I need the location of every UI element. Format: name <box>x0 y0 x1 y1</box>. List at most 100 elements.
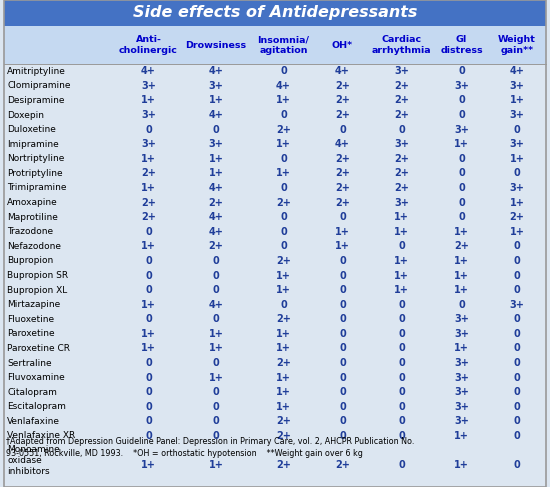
Text: 3+: 3+ <box>509 183 524 193</box>
Text: 2+: 2+ <box>335 198 350 207</box>
Text: 1+: 1+ <box>394 270 409 281</box>
Bar <box>4 0 546 26</box>
Text: 0: 0 <box>145 314 152 324</box>
Text: 3+: 3+ <box>509 139 524 149</box>
Text: Protriptyline: Protriptyline <box>7 169 63 178</box>
Text: 0: 0 <box>339 416 346 426</box>
Text: Desipramine: Desipramine <box>7 96 64 105</box>
Text: 0: 0 <box>514 242 520 251</box>
Text: 3+: 3+ <box>509 81 524 91</box>
Text: Anti-
cholinergic: Anti- cholinergic <box>119 35 178 55</box>
Text: 3+: 3+ <box>454 402 469 412</box>
Text: 2+: 2+ <box>335 110 350 120</box>
Text: 0: 0 <box>212 270 219 281</box>
Text: 1+: 1+ <box>141 242 156 251</box>
Text: 4+: 4+ <box>208 227 223 237</box>
Text: 0: 0 <box>212 431 219 441</box>
Text: Bupropion SR: Bupropion SR <box>7 271 68 280</box>
Text: 1+: 1+ <box>208 460 223 470</box>
Text: 0: 0 <box>145 358 152 368</box>
Text: 4+: 4+ <box>335 66 350 76</box>
Text: 0: 0 <box>145 227 152 237</box>
Text: Paroxetine CR: Paroxetine CR <box>7 344 70 353</box>
Text: 0: 0 <box>514 373 520 383</box>
Text: 1+: 1+ <box>141 343 156 354</box>
Text: Trazodone: Trazodone <box>7 227 53 236</box>
Text: Monoamine
oxidase
inhibitors: Monoamine oxidase inhibitors <box>7 445 60 476</box>
Text: Trimipramine: Trimipramine <box>7 184 67 192</box>
Text: 0: 0 <box>339 358 346 368</box>
Text: 0: 0 <box>398 431 405 441</box>
Text: 2+: 2+ <box>141 198 156 207</box>
Text: Insomnia/
agitation: Insomnia/ agitation <box>257 35 310 55</box>
Text: Fluoxetine: Fluoxetine <box>7 315 54 324</box>
Text: Escitalopram: Escitalopram <box>7 402 66 412</box>
Text: 0: 0 <box>398 343 405 354</box>
Text: 2+: 2+ <box>276 125 291 134</box>
Text: 3+: 3+ <box>454 387 469 397</box>
Text: 0: 0 <box>398 373 405 383</box>
Text: 2+: 2+ <box>276 416 291 426</box>
Text: 1+: 1+ <box>208 154 223 164</box>
Text: 0: 0 <box>514 460 520 470</box>
Text: 0: 0 <box>280 110 287 120</box>
Text: 0: 0 <box>212 387 219 397</box>
Text: Mirtazapine: Mirtazapine <box>7 300 60 309</box>
Text: Venlafaxine: Venlafaxine <box>7 417 60 426</box>
Text: 0: 0 <box>398 416 405 426</box>
Text: 0: 0 <box>398 329 405 339</box>
Text: 1+: 1+ <box>276 387 291 397</box>
Text: Paroxetine: Paroxetine <box>7 329 54 338</box>
Text: 0: 0 <box>514 431 520 441</box>
Text: 4+: 4+ <box>208 110 223 120</box>
Text: 1+: 1+ <box>509 154 524 164</box>
Text: 0: 0 <box>212 416 219 426</box>
Text: 0: 0 <box>514 343 520 354</box>
Text: 0: 0 <box>212 256 219 266</box>
Text: 3+: 3+ <box>454 81 469 91</box>
Text: 0: 0 <box>339 125 346 134</box>
Text: 0: 0 <box>514 387 520 397</box>
Text: †Adapted from Depression Guideline Panel: Depression in Primary Care, vol. 2, AH: †Adapted from Depression Guideline Panel… <box>6 437 414 446</box>
Text: 0: 0 <box>145 431 152 441</box>
Text: 3+: 3+ <box>509 300 524 310</box>
Text: 0: 0 <box>145 270 152 281</box>
Text: 1+: 1+ <box>394 212 409 222</box>
Text: 2+: 2+ <box>141 169 156 178</box>
Text: 4+: 4+ <box>208 183 223 193</box>
Text: Doxepin: Doxepin <box>7 111 44 119</box>
Text: Maprotiline: Maprotiline <box>7 213 58 222</box>
Text: 1+: 1+ <box>335 227 350 237</box>
Text: 1+: 1+ <box>335 242 350 251</box>
Text: 0: 0 <box>514 270 520 281</box>
Text: 3+: 3+ <box>141 81 156 91</box>
Text: 0: 0 <box>458 183 465 193</box>
Text: 1+: 1+ <box>454 285 469 295</box>
Text: 0: 0 <box>339 373 346 383</box>
Text: 4+: 4+ <box>276 81 291 91</box>
Text: 2+: 2+ <box>394 110 409 120</box>
Text: 0: 0 <box>514 169 520 178</box>
Text: 1+: 1+ <box>141 300 156 310</box>
Text: 3+: 3+ <box>509 110 524 120</box>
Text: 2+: 2+ <box>335 95 350 106</box>
Text: 0: 0 <box>514 314 520 324</box>
Text: 0: 0 <box>212 358 219 368</box>
Text: 2+: 2+ <box>276 256 291 266</box>
Text: 3+: 3+ <box>454 416 469 426</box>
Text: 2+: 2+ <box>276 431 291 441</box>
Text: 0: 0 <box>339 270 346 281</box>
Text: 2+: 2+ <box>335 81 350 91</box>
Text: Weight
gain**: Weight gain** <box>498 35 536 55</box>
Text: 4+: 4+ <box>335 139 350 149</box>
Text: 0: 0 <box>145 387 152 397</box>
Text: 3+: 3+ <box>454 125 469 134</box>
Text: 0: 0 <box>339 314 346 324</box>
Text: 1+: 1+ <box>454 139 469 149</box>
Text: 0: 0 <box>514 358 520 368</box>
Text: Venlafaxine XR: Venlafaxine XR <box>7 431 75 440</box>
Text: 2+: 2+ <box>276 198 291 207</box>
Text: 0: 0 <box>280 227 287 237</box>
Text: 0: 0 <box>280 66 287 76</box>
Text: 1+: 1+ <box>509 95 524 106</box>
